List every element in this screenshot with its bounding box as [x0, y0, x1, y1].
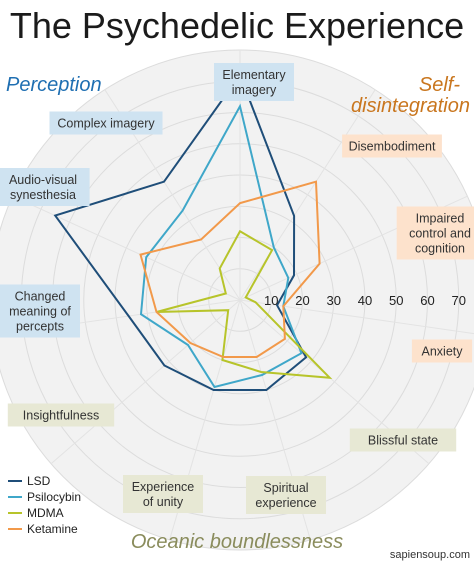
source-credit: sapiensoup.com — [390, 549, 470, 561]
spoke-line — [239, 299, 474, 335]
axis-label-box — [0, 284, 80, 338]
axis-label-text: Changed — [15, 290, 66, 304]
axis-label-text: synesthesia — [10, 188, 76, 202]
axis-label-box — [396, 206, 474, 260]
axis-label-text: of unity — [143, 495, 184, 509]
series-line-lsd — [53, 72, 308, 391]
tick-label: 10 — [264, 293, 278, 308]
axis-label-box — [246, 476, 326, 514]
chart-title: The Psychedelic Experience — [10, 5, 464, 46]
spoke-line — [50, 299, 241, 465]
axis-labels: ElementaryimageryDisembodimentImpairedco… — [0, 63, 474, 514]
axis-label-blissful-state: Blissful state — [349, 428, 457, 452]
axis-label-text: Anxiety — [422, 345, 464, 359]
axis-label-text: Elementary — [222, 68, 286, 82]
series-line-ketamine — [139, 180, 321, 358]
legend-label: MDMA — [27, 506, 64, 520]
axis-label-text: control and — [409, 227, 471, 241]
spoke-line — [12, 195, 241, 301]
axis-label-text: Impaired — [416, 212, 465, 226]
tick-label: 40 — [358, 293, 372, 308]
axis-label-box — [214, 63, 294, 101]
axis-label-complex-imagery: Complex imagery — [49, 111, 163, 135]
axis-label-text: Blissful state — [368, 434, 438, 448]
axis-label-text: experience — [255, 496, 316, 510]
axis-label-box — [123, 475, 203, 513]
axis-label-text: Insightfulness — [23, 409, 99, 423]
axis-label-text: Disembodiment — [349, 140, 436, 154]
axis-label-insightfulness: Insightfulness — [7, 403, 115, 427]
axis-label-disembodiment: Disembodiment — [342, 134, 442, 158]
group-label-self-disintegration: Self- — [419, 74, 460, 96]
radial-tick-labels: 10 20 30 40 50 60 70 — [264, 293, 466, 308]
axis-label-text: cognition — [415, 242, 465, 256]
tick-label: 50 — [389, 293, 403, 308]
legend-label: Psilocybin — [27, 490, 81, 504]
axis-label-box — [349, 428, 457, 452]
series-line-mdma — [156, 229, 333, 380]
axis-label-box — [0, 168, 90, 206]
series-line-psilocybin — [139, 103, 303, 389]
axis-label-text: Experience — [132, 480, 195, 494]
tick-label: 60 — [420, 293, 434, 308]
legend-label: Ketamine — [27, 522, 78, 536]
axis-label-box — [342, 134, 442, 158]
tick-label: 70 — [452, 293, 466, 308]
tick-label: 20 — [295, 293, 309, 308]
axis-label-box — [411, 339, 473, 363]
axis-label-anxiety: Anxiety — [411, 339, 473, 363]
tick-label: 30 — [327, 293, 341, 308]
axis-label-text: percepts — [16, 320, 64, 334]
axis-label-text: Spiritual — [263, 481, 308, 495]
spoke-line — [239, 89, 376, 301]
axis-label-text: meaning of — [9, 305, 71, 319]
group-label-self-disintegration-2: disintegration — [351, 95, 470, 117]
group-label-oceanic-boundlessness: Oceanic boundlessness — [131, 531, 343, 553]
series-lines — [53, 72, 333, 391]
axis-label-text: Complex imagery — [57, 117, 155, 131]
axis-label-box — [7, 403, 115, 427]
group-label-perception: Perception — [6, 74, 102, 96]
axis-label-box — [49, 111, 163, 135]
axis-label-text: imagery — [232, 83, 277, 97]
legend-label: LSD — [27, 474, 51, 488]
axis-label-text: Audio-visual — [9, 173, 77, 187]
legend: LSD Psilocybin MDMA Ketamine — [8, 474, 81, 536]
